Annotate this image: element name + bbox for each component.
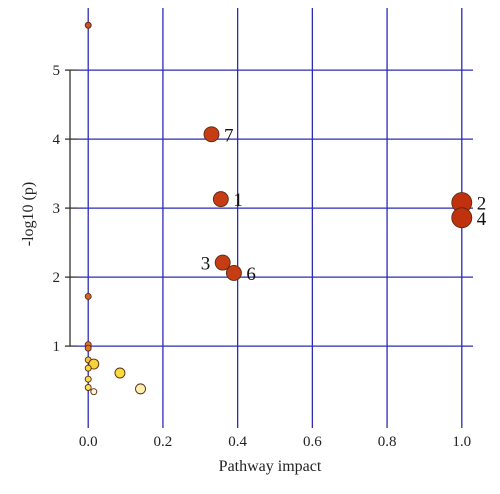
point-label: 4 xyxy=(477,209,487,230)
point-label: 7 xyxy=(224,125,234,146)
y-tick-label: 5 xyxy=(53,63,61,79)
point-label: 3 xyxy=(201,254,211,275)
data-point xyxy=(225,265,242,281)
x-tick-label: 1.0 xyxy=(452,434,471,450)
y-tick-label: 1 xyxy=(53,339,61,355)
point-label: 2 xyxy=(477,194,487,215)
data-point xyxy=(84,375,92,383)
data-point xyxy=(114,367,126,379)
data-point xyxy=(214,254,231,271)
y-axis-title: -log10 (p) xyxy=(20,182,37,246)
x-tick-label: 0.8 xyxy=(378,434,397,450)
data-point xyxy=(88,358,100,370)
x-tick-label: 0.0 xyxy=(79,434,98,450)
grid-layer xyxy=(77,8,473,422)
x-axis-title: Pathway impact xyxy=(219,458,322,475)
data-point xyxy=(84,344,92,352)
point-layer xyxy=(84,21,473,396)
x-tick-label: 0.4 xyxy=(228,434,247,450)
data-point xyxy=(135,383,146,395)
data-point xyxy=(212,191,229,208)
data-point xyxy=(451,207,473,229)
y-tick-label: 4 xyxy=(53,132,61,148)
point-label: 6 xyxy=(246,264,256,285)
y-tick-label: 3 xyxy=(53,201,61,217)
data-point xyxy=(84,364,92,372)
data-point xyxy=(203,126,220,143)
x-tick-label: 0.2 xyxy=(154,434,173,450)
data-point xyxy=(84,384,92,391)
x-tick-label: 0.6 xyxy=(303,434,322,450)
axis-layer: 0.0 0.2 0.4 0.6 0.8 1.0 1 2 3 4 5 xyxy=(53,63,472,450)
data-point xyxy=(84,21,92,29)
data-point xyxy=(90,388,98,396)
data-point xyxy=(84,292,92,300)
y-tick-label: 2 xyxy=(53,270,61,286)
point-label: 1 xyxy=(233,190,243,211)
label-layer: 7 1 24 3 6 xyxy=(201,125,487,285)
